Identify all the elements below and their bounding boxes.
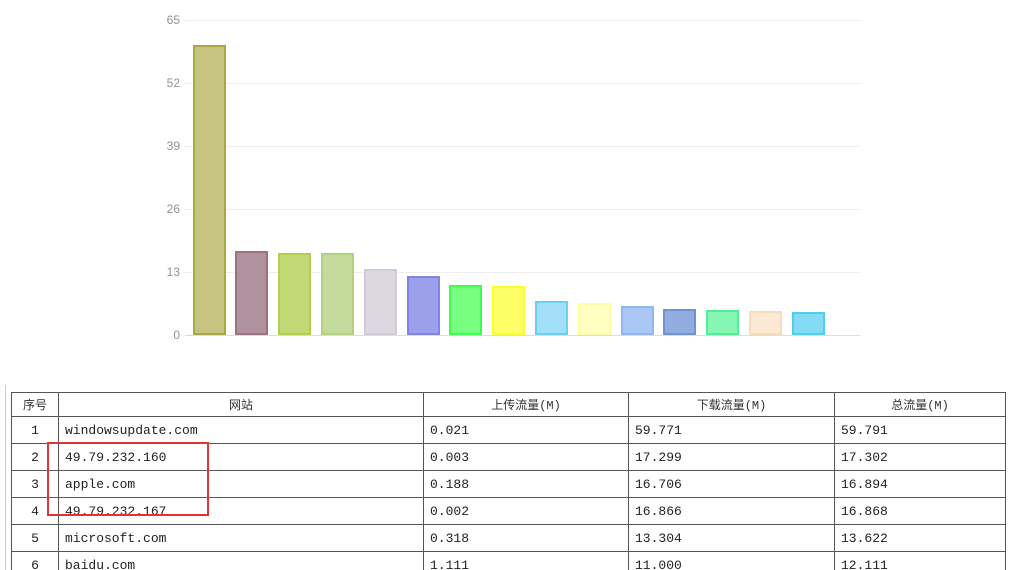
site-cell: 49.79.232.167 bbox=[58, 497, 424, 525]
table-row-2: 2 49.79.232.160 0.003 17.299 17.302 bbox=[11, 443, 1006, 471]
traffic-value-cell: 0.318 bbox=[423, 524, 629, 552]
table-row-5: 5 microsoft.com 0.318 13.304 13.622 bbox=[11, 524, 1006, 552]
row-index-cell: 1 bbox=[11, 416, 59, 444]
traffic-value-cell: 16.868 bbox=[834, 497, 1006, 525]
bar-rank-13[interactable] bbox=[706, 309, 740, 335]
traffic-value-cell: 16.706 bbox=[628, 470, 835, 498]
traffic-value-cell: 59.771 bbox=[628, 416, 835, 444]
row-index-cell: 3 bbox=[11, 470, 59, 498]
traffic-value-cell: 11.000 bbox=[628, 551, 835, 570]
gridline bbox=[185, 83, 860, 84]
traffic-value-cell: 17.299 bbox=[628, 443, 835, 471]
gridline bbox=[185, 20, 860, 21]
y-axis-tick-label: 0 bbox=[173, 328, 180, 342]
table-header-cell-3: 下载流量(M) bbox=[628, 392, 835, 417]
site-cell: microsoft.com bbox=[58, 524, 424, 552]
gridline bbox=[185, 335, 860, 336]
y-axis-tick-label: 26 bbox=[166, 202, 180, 216]
bar-rank-11[interactable] bbox=[620, 305, 654, 335]
traffic-value-cell: 17.302 bbox=[834, 443, 1006, 471]
traffic-bar-chart: 65 52 39 26 13 0 bbox=[166, 13, 860, 342]
y-axis-tick-label: 65 bbox=[166, 13, 180, 27]
traffic-table-container: 序号 网站 上传流量(M) 下载流量(M) 总流量(M) 1 windowsupdate.… bbox=[11, 392, 1006, 570]
traffic-value-cell: 0.021 bbox=[423, 416, 629, 444]
table-row-6: 6 baidu.com 1.111 11.000 12.111 bbox=[11, 551, 1006, 570]
table-header-cell-4: 总流量(M) bbox=[834, 392, 1006, 417]
row-index-cell: 4 bbox=[11, 497, 59, 525]
traffic-value-cell: 0.002 bbox=[423, 497, 629, 525]
traffic-value-cell: 59.791 bbox=[834, 416, 1006, 444]
bar-rank-12[interactable] bbox=[663, 308, 697, 335]
traffic-value-cell: 13.304 bbox=[628, 524, 835, 552]
bar-baidu.com[interactable] bbox=[406, 276, 440, 335]
bar-apple.com[interactable] bbox=[278, 253, 312, 335]
bar-rank-14[interactable] bbox=[748, 310, 782, 335]
gridline bbox=[185, 272, 860, 273]
table-header-row: 序号 网站 上传流量(M) 下载流量(M) 总流量(M) bbox=[11, 392, 1006, 417]
row-index-cell: 2 bbox=[11, 443, 59, 471]
container-left-border bbox=[5, 385, 6, 570]
site-cell: windowsupdate.com bbox=[58, 416, 424, 444]
traffic-value-cell: 16.866 bbox=[628, 497, 835, 525]
table-header-cell-0: 序号 bbox=[11, 392, 59, 417]
traffic-value-cell: 0.188 bbox=[423, 470, 629, 498]
bar-rank-9[interactable] bbox=[534, 301, 568, 335]
y-axis-tick-label: 52 bbox=[166, 76, 180, 90]
site-cell: apple.com bbox=[58, 470, 424, 498]
row-index-cell: 5 bbox=[11, 524, 59, 552]
bar-rank-7[interactable] bbox=[449, 284, 483, 335]
table-header-cell-1: 网站 bbox=[58, 392, 424, 417]
traffic-value-cell: 13.622 bbox=[834, 524, 1006, 552]
bar-rank-10[interactable] bbox=[577, 303, 611, 335]
table-row-1: 1 windowsupdate.com 0.021 59.771 59.791 bbox=[11, 416, 1006, 444]
bar-rank-15[interactable] bbox=[791, 311, 825, 335]
table-row-3: 3 apple.com 0.188 16.706 16.894 bbox=[11, 470, 1006, 498]
site-cell: 49.79.232.160 bbox=[58, 443, 424, 471]
traffic-value-cell: 12.111 bbox=[834, 551, 1006, 570]
table-header-cell-2: 上传流量(M) bbox=[423, 392, 629, 417]
y-axis-tick-label: 13 bbox=[166, 265, 180, 279]
bar-rank-8[interactable] bbox=[492, 285, 526, 335]
y-axis-tick-label: 39 bbox=[166, 139, 180, 153]
traffic-table: 序号 网站 上传流量(M) 下载流量(M) 总流量(M) 1 windowsupdate.… bbox=[11, 392, 1006, 570]
site-cell: baidu.com bbox=[58, 551, 424, 570]
traffic-value-cell: 16.894 bbox=[834, 470, 1006, 498]
bar-49.79.232.160[interactable] bbox=[235, 251, 269, 335]
bar-windowsupdate.com[interactable] bbox=[192, 45, 226, 335]
traffic-value-cell: 1.111 bbox=[423, 551, 629, 570]
row-index-cell: 6 bbox=[11, 551, 59, 570]
gridline bbox=[185, 209, 860, 210]
gridline bbox=[185, 146, 860, 147]
table-row-4: 4 49.79.232.167 0.002 16.866 16.868 bbox=[11, 497, 1006, 525]
bar-microsoft.com[interactable] bbox=[363, 268, 397, 335]
traffic-value-cell: 0.003 bbox=[423, 443, 629, 471]
bar-49.79.232.167[interactable] bbox=[320, 253, 354, 335]
